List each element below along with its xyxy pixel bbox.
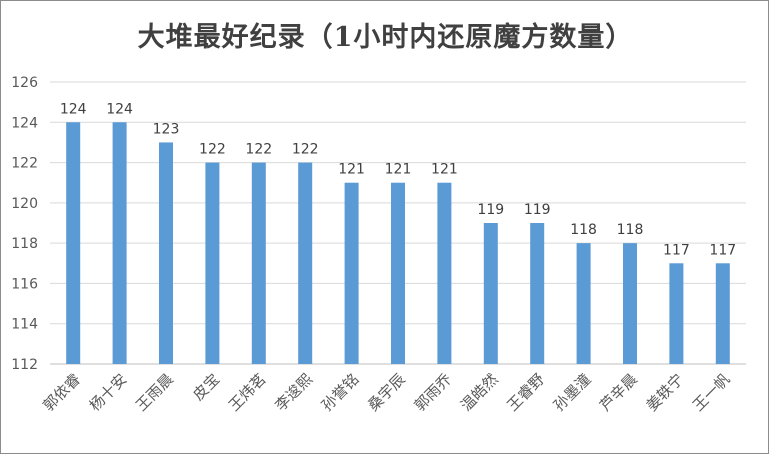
bar	[391, 182, 405, 364]
bar	[344, 182, 359, 364]
bar	[715, 263, 730, 364]
data-label: 122	[199, 142, 226, 158]
y-tick-label: 120	[11, 196, 38, 212]
x-tick-label: 李逡熙	[271, 370, 316, 415]
y-tick-label: 114	[11, 317, 38, 333]
bar	[66, 122, 81, 365]
y-tick-label: 118	[11, 236, 38, 252]
x-tick-label: 郭依睿	[39, 370, 84, 415]
x-tick-label: 杨十安	[86, 370, 131, 415]
bar	[205, 162, 220, 364]
y-tick-label: 116	[11, 276, 38, 292]
x-tick-label: 温皓然	[457, 370, 502, 415]
y-tick-label: 126	[11, 75, 38, 91]
data-label: 118	[617, 222, 644, 238]
x-tick-label: 王雨晨	[132, 370, 177, 415]
x-tick-label: 郭雨乔	[411, 370, 456, 415]
data-label: 121	[385, 162, 412, 178]
y-tick-label: 112	[11, 357, 38, 373]
data-label: 124	[60, 101, 87, 117]
bar	[159, 142, 173, 364]
data-label: 122	[245, 142, 272, 158]
data-label: 121	[338, 162, 365, 178]
data-label: 117	[663, 242, 690, 258]
data-label: 118	[570, 222, 597, 238]
data-labels: 124 124 123 122 122 122 121 121 121 119 119 118 118 1…	[60, 101, 736, 258]
y-tick-label: 124	[11, 115, 38, 131]
data-label: 123	[153, 121, 180, 137]
x-tick-label: 孙誉铭	[318, 370, 363, 415]
x-tick-label: 皮宝	[189, 370, 223, 404]
bar	[623, 243, 637, 364]
bar	[576, 243, 591, 364]
bar	[251, 162, 266, 364]
data-label: 119	[524, 202, 551, 218]
x-tick-label: 王炜茗	[225, 370, 270, 415]
bar	[298, 162, 313, 364]
data-label: 124	[106, 101, 133, 117]
data-label: 121	[431, 162, 458, 178]
data-label: 122	[292, 142, 319, 158]
x-tick-label: 孙墨潼	[550, 370, 595, 415]
bars	[66, 122, 730, 365]
x-tick-label: 芦辛晨	[596, 370, 641, 415]
y-tick-label: 122	[11, 156, 38, 172]
x-axis: 郭依睿 杨十安 王雨晨 皮宝 王炜茗 李逡熙 孙誉铭 桑宇辰 郭雨乔 温皓然 王睿野 孙墨潼 芦辛晨 姜轶…	[39, 370, 733, 415]
bar	[530, 223, 545, 364]
bar	[112, 122, 127, 365]
chart-title: 大堆最好纪录（1小时内还原魔方数量）	[137, 22, 634, 53]
x-tick-label: 桑宇辰	[364, 370, 409, 415]
data-label: 119	[477, 202, 504, 218]
bar	[437, 182, 452, 364]
x-tick-label: 王睿野	[503, 370, 548, 415]
x-tick-label: 王一帆	[689, 370, 734, 415]
bar	[483, 223, 498, 364]
bar	[669, 263, 684, 364]
y-axis: 112 114 116 118 120 122 124 126	[11, 75, 38, 373]
data-label: 117	[709, 242, 736, 258]
x-tick-label: 姜轶宁	[643, 370, 688, 415]
